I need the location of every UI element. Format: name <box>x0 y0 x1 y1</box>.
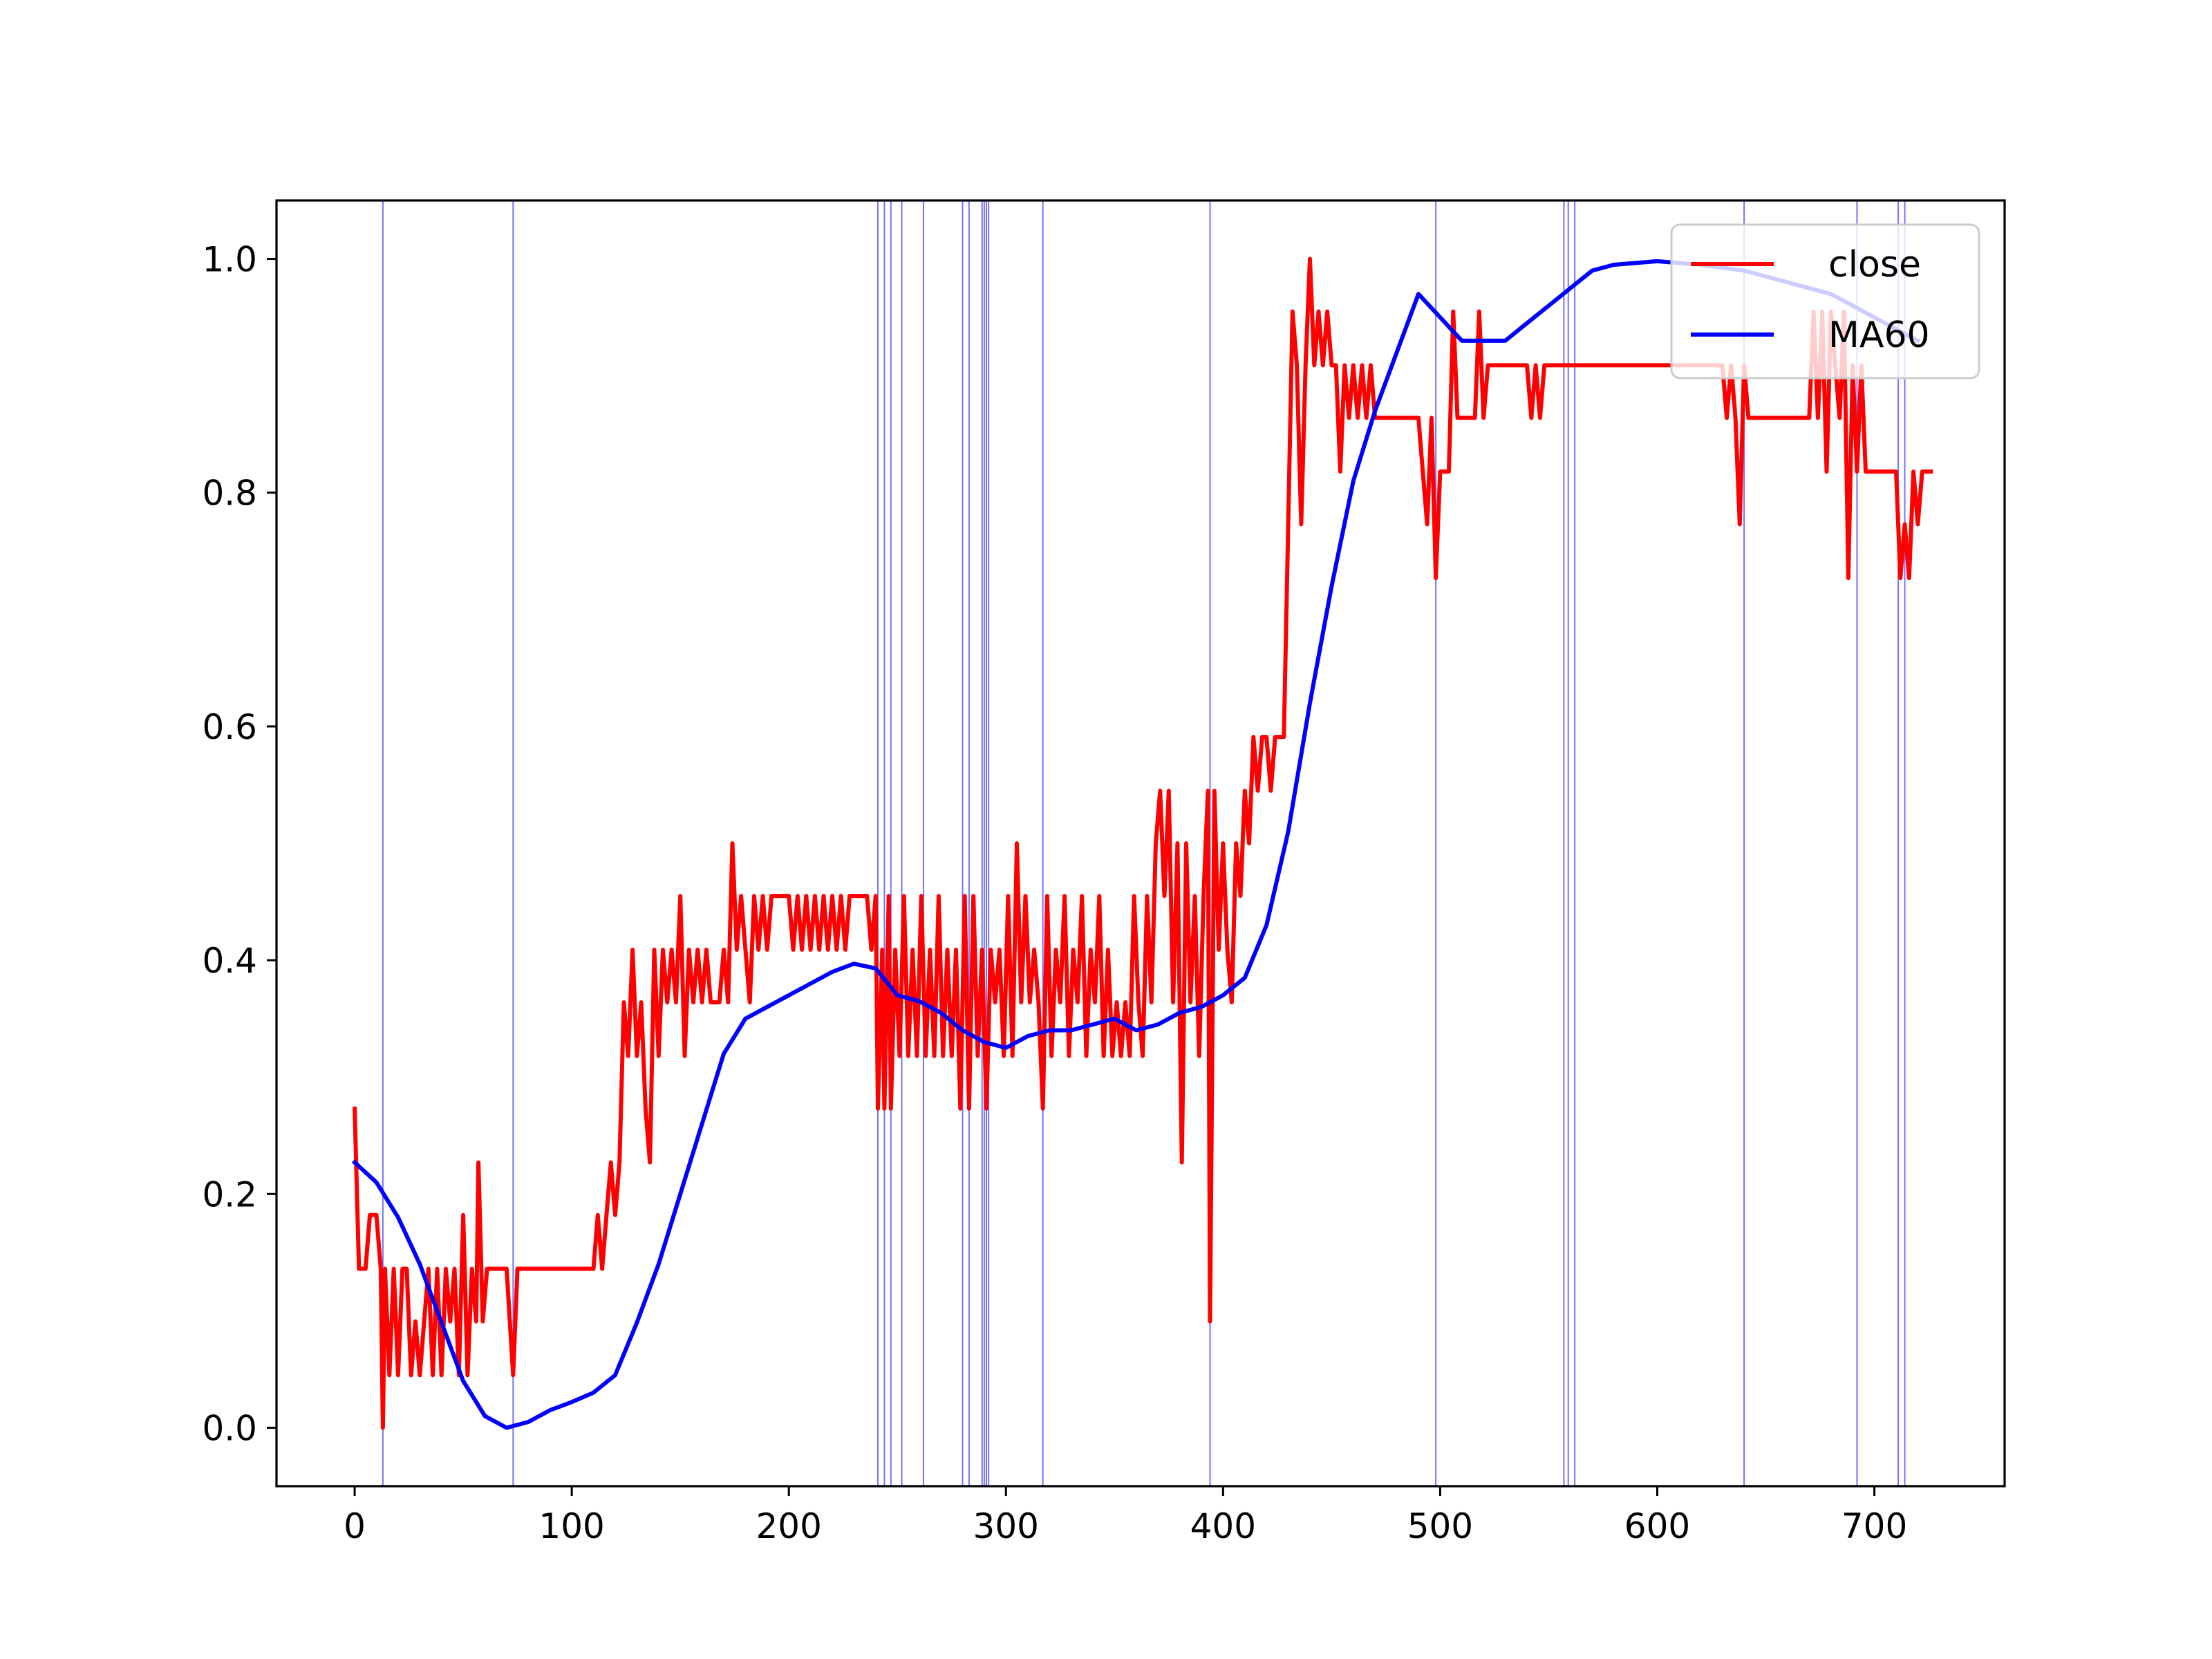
legend-box <box>1670 223 1980 379</box>
x-tick-label: 700 <box>1841 1506 1907 1546</box>
y-tick-label: 0.4 <box>202 941 257 981</box>
x-tick-label: 100 <box>538 1506 604 1546</box>
y-tick-label: 0.0 <box>202 1408 257 1448</box>
legend-label-ma60: MA60 <box>1828 315 1930 356</box>
legend: close MA60 <box>1670 223 1980 379</box>
y-tick-label: 0.2 <box>202 1174 257 1215</box>
x-tick-label: 400 <box>1190 1506 1256 1546</box>
x-tick-label: 300 <box>973 1506 1039 1546</box>
y-tick-label: 0.6 <box>202 707 257 747</box>
y-tick-label: 1.0 <box>202 240 257 280</box>
x-tick-label: 500 <box>1407 1506 1473 1546</box>
series-line-close <box>353 256 1933 1430</box>
y-tick-label: 0.8 <box>202 474 257 514</box>
plot-frame <box>275 199 2006 1488</box>
y-axis: 0.0 0.2 0.4 0.6 0.8 1.0 <box>202 240 276 1448</box>
plot-series <box>351 256 1933 1430</box>
legend-label-close: close <box>1828 244 1921 285</box>
x-tick-label: 0 <box>344 1506 366 1546</box>
x-tick-label: 600 <box>1624 1506 1690 1546</box>
x-axis: 0 100 200 300 400 500 600 700 <box>344 1486 1907 1546</box>
series-line-ma60 <box>351 259 1921 1430</box>
x-tick-label: 200 <box>756 1506 821 1546</box>
